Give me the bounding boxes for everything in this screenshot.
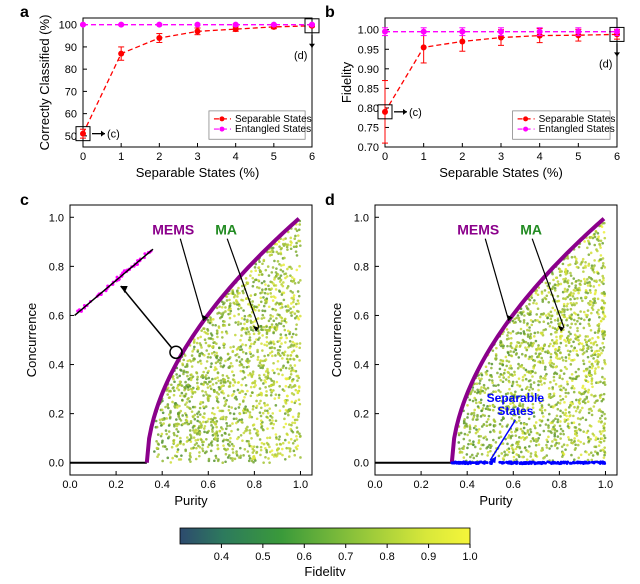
svg-text:5: 5 bbox=[271, 151, 277, 163]
svg-text:0.6: 0.6 bbox=[201, 479, 216, 491]
svg-text:0.85: 0.85 bbox=[358, 83, 379, 95]
svg-text:0.0: 0.0 bbox=[367, 479, 382, 491]
svg-text:Concurrence: Concurrence bbox=[24, 303, 39, 377]
svg-text:Fidelity: Fidelity bbox=[340, 61, 354, 103]
svg-text:0.5: 0.5 bbox=[255, 551, 270, 563]
panel-d-chart: 0.0 0.2 0.4 0.6 0.8 1.0 0.0 0.2 0.4 0.6 0.8 1.0 Puri… bbox=[327, 195, 625, 515]
svg-text:0.0: 0.0 bbox=[49, 458, 64, 470]
svg-text:6: 6 bbox=[309, 151, 315, 163]
svg-text:0.80: 0.80 bbox=[358, 103, 379, 115]
svg-text:MEMS: MEMS bbox=[152, 222, 194, 238]
svg-text:1: 1 bbox=[421, 151, 427, 163]
svg-text:0.4: 0.4 bbox=[460, 479, 475, 491]
svg-text:1.0: 1.0 bbox=[462, 551, 477, 563]
svg-text:3: 3 bbox=[194, 151, 200, 163]
panel-b-chart: 0 1 2 3 4 5 6 0.70 0.75 0.80 0.85 0.90 0.95 1.00 Separ… bbox=[340, 10, 625, 185]
svg-text:Separable States (%): Separable States (%) bbox=[136, 165, 260, 180]
svg-text:Fidelity: Fidelity bbox=[304, 564, 346, 576]
svg-text:MA: MA bbox=[215, 222, 237, 238]
svg-text:0.6: 0.6 bbox=[49, 310, 64, 322]
svg-text:80: 80 bbox=[65, 64, 77, 76]
panel-a-chart: 0 1 2 3 4 5 6 50 60 70 80 90 100 Separable States (%)… bbox=[35, 10, 320, 185]
svg-text:0.9: 0.9 bbox=[421, 551, 436, 563]
svg-text:100: 100 bbox=[59, 20, 77, 32]
svg-text:0.6: 0.6 bbox=[506, 479, 521, 491]
svg-text:0.4: 0.4 bbox=[214, 551, 229, 563]
svg-text:0.8: 0.8 bbox=[379, 551, 394, 563]
svg-text:Purity: Purity bbox=[174, 493, 208, 508]
panel-c-chart: 0.0 0.2 0.4 0.6 0.8 1.0 0.0 0.2 0.4 0.6 0.8 1.0 Puri… bbox=[22, 195, 320, 515]
svg-text:50: 50 bbox=[65, 131, 77, 143]
svg-text:States: States bbox=[497, 404, 533, 418]
svg-text:0.6: 0.6 bbox=[354, 310, 369, 322]
svg-text:2: 2 bbox=[459, 151, 465, 163]
svg-text:0.0: 0.0 bbox=[354, 458, 369, 470]
svg-text:(c): (c) bbox=[107, 129, 120, 141]
svg-text:(c): (c) bbox=[409, 107, 422, 119]
svg-text:90: 90 bbox=[65, 42, 77, 54]
svg-text:0.2: 0.2 bbox=[49, 409, 64, 421]
svg-text:4: 4 bbox=[233, 151, 239, 163]
svg-text:0.8: 0.8 bbox=[247, 479, 262, 491]
svg-text:0.90: 0.90 bbox=[358, 64, 379, 76]
svg-text:4: 4 bbox=[537, 151, 543, 163]
svg-text:Correctly Classified (%): Correctly Classified (%) bbox=[37, 15, 52, 151]
svg-text:Concurrence: Concurrence bbox=[329, 303, 344, 377]
svg-text:Purity: Purity bbox=[479, 493, 513, 508]
svg-text:0.0: 0.0 bbox=[62, 479, 77, 491]
svg-text:Separable: Separable bbox=[487, 391, 545, 405]
panel-a-label: a bbox=[20, 4, 29, 22]
svg-text:0.6: 0.6 bbox=[297, 551, 312, 563]
svg-text:(d): (d) bbox=[294, 50, 307, 62]
svg-text:0.8: 0.8 bbox=[552, 479, 567, 491]
svg-text:Entangled States: Entangled States bbox=[539, 124, 615, 135]
svg-text:1.0: 1.0 bbox=[293, 479, 308, 491]
svg-text:0.7: 0.7 bbox=[338, 551, 353, 563]
svg-text:MA: MA bbox=[520, 222, 542, 238]
svg-text:Separable States (%): Separable States (%) bbox=[439, 165, 563, 180]
figure-root: a b c d 01234565060708090100Separable St… bbox=[0, 0, 640, 584]
svg-text:MEMS: MEMS bbox=[457, 222, 499, 238]
svg-text:0.4: 0.4 bbox=[354, 360, 369, 372]
svg-text:1.0: 1.0 bbox=[49, 212, 64, 224]
svg-text:0.8: 0.8 bbox=[49, 261, 64, 273]
svg-text:2: 2 bbox=[156, 151, 162, 163]
svg-text:0.2: 0.2 bbox=[354, 409, 369, 421]
svg-text:0: 0 bbox=[80, 151, 86, 163]
svg-text:1.0: 1.0 bbox=[354, 212, 369, 224]
svg-text:(d): (d) bbox=[599, 58, 612, 70]
svg-text:0.70: 0.70 bbox=[358, 142, 379, 154]
svg-text:3: 3 bbox=[498, 151, 504, 163]
svg-text:1.00: 1.00 bbox=[358, 25, 379, 37]
svg-text:70: 70 bbox=[65, 86, 77, 98]
svg-text:0.2: 0.2 bbox=[108, 479, 123, 491]
svg-text:6: 6 bbox=[614, 151, 620, 163]
svg-text:0.4: 0.4 bbox=[155, 479, 170, 491]
svg-text:0.95: 0.95 bbox=[358, 44, 379, 56]
svg-text:1.0: 1.0 bbox=[598, 479, 613, 491]
colorbar: 0.4 0.5 0.6 0.7 0.8 0.9 1.0 Fidelity bbox=[0, 520, 640, 576]
svg-text:0.75: 0.75 bbox=[358, 122, 379, 134]
svg-text:0.2: 0.2 bbox=[413, 479, 428, 491]
svg-text:0.4: 0.4 bbox=[49, 360, 64, 372]
svg-text:1: 1 bbox=[118, 151, 124, 163]
svg-text:Entangled States: Entangled States bbox=[235, 124, 311, 135]
svg-text:0.8: 0.8 bbox=[354, 261, 369, 273]
panel-b-label: b bbox=[325, 4, 335, 22]
svg-text:5: 5 bbox=[575, 151, 581, 163]
svg-text:60: 60 bbox=[65, 109, 77, 121]
svg-text:0: 0 bbox=[382, 151, 388, 163]
